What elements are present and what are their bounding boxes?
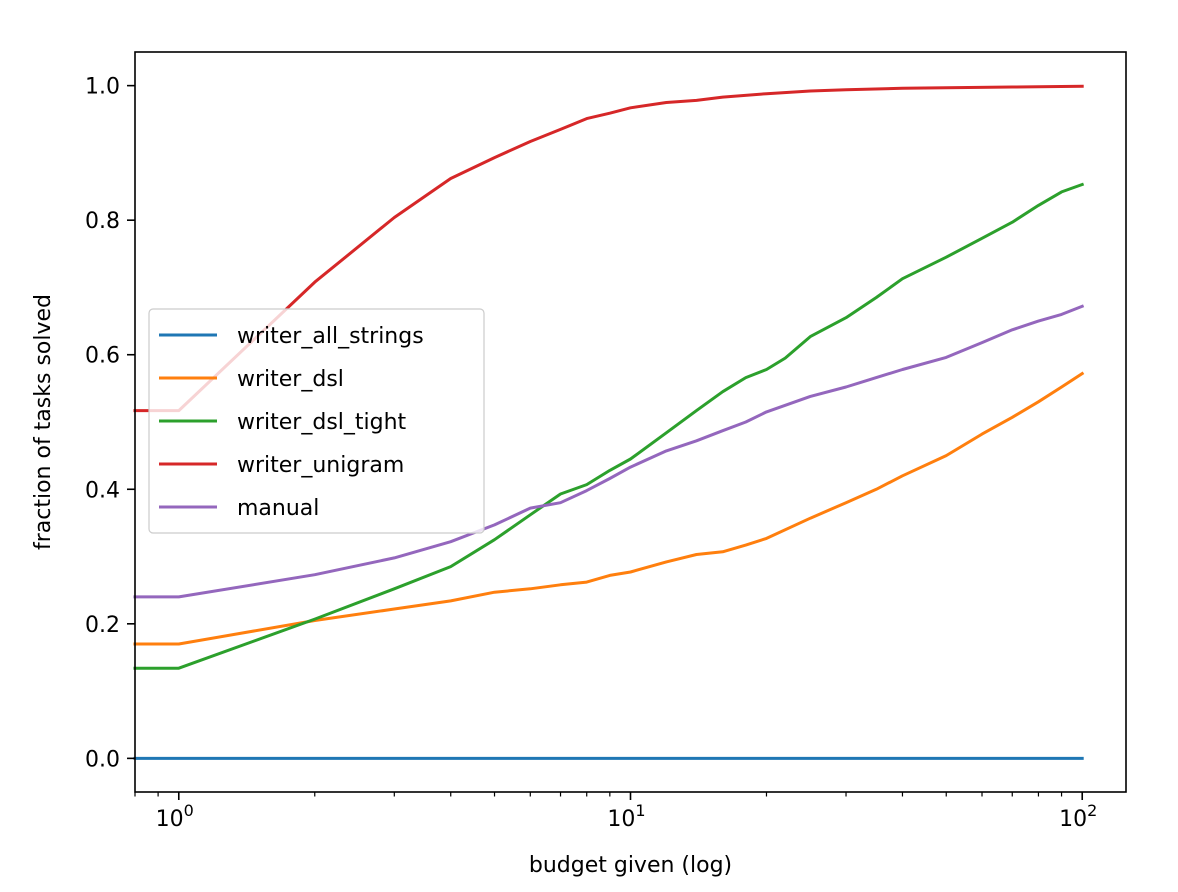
y-axis-ticks: 0.0 0.2 0.4 0.6 0.8 1.0 [85, 75, 135, 772]
legend-label: manual [237, 496, 319, 521]
x-tick-label: 100 [156, 801, 194, 832]
x-tick-label: 102 [1059, 801, 1097, 832]
legend-label: writer_dsl [237, 367, 344, 392]
legend: writer_all_strings writer_dsl writer_dsl_t… [148, 308, 485, 534]
series-line-writer-unigram [133, 84, 1084, 413]
series-line-manual [133, 304, 1085, 599]
legend-label: writer_dsl_tight [237, 410, 407, 435]
legend-label: writer_unigram [237, 453, 404, 478]
y-tick-label: 0.6 [85, 344, 120, 369]
y-tick-label: 0.2 [85, 613, 120, 638]
y-axis-label: fraction of tasks solved [31, 294, 56, 550]
legend-box [148, 308, 485, 534]
legend-label: writer_all_strings [237, 324, 424, 349]
x-axis-ticks: 100 101 102 [134, 792, 1097, 832]
series-line-writer-dsl [133, 371, 1085, 646]
y-tick-label: 1.0 [85, 75, 120, 100]
x-axis-label: budget given (log) [529, 853, 732, 878]
y-tick-label: 0.0 [85, 747, 120, 772]
series-layer [133, 84, 1085, 760]
x-tick-label: 101 [607, 801, 645, 832]
y-tick-label: 0.4 [85, 478, 120, 503]
series-line-writer-dsl-tight [133, 182, 1085, 670]
y-tick-label: 0.8 [85, 209, 120, 234]
